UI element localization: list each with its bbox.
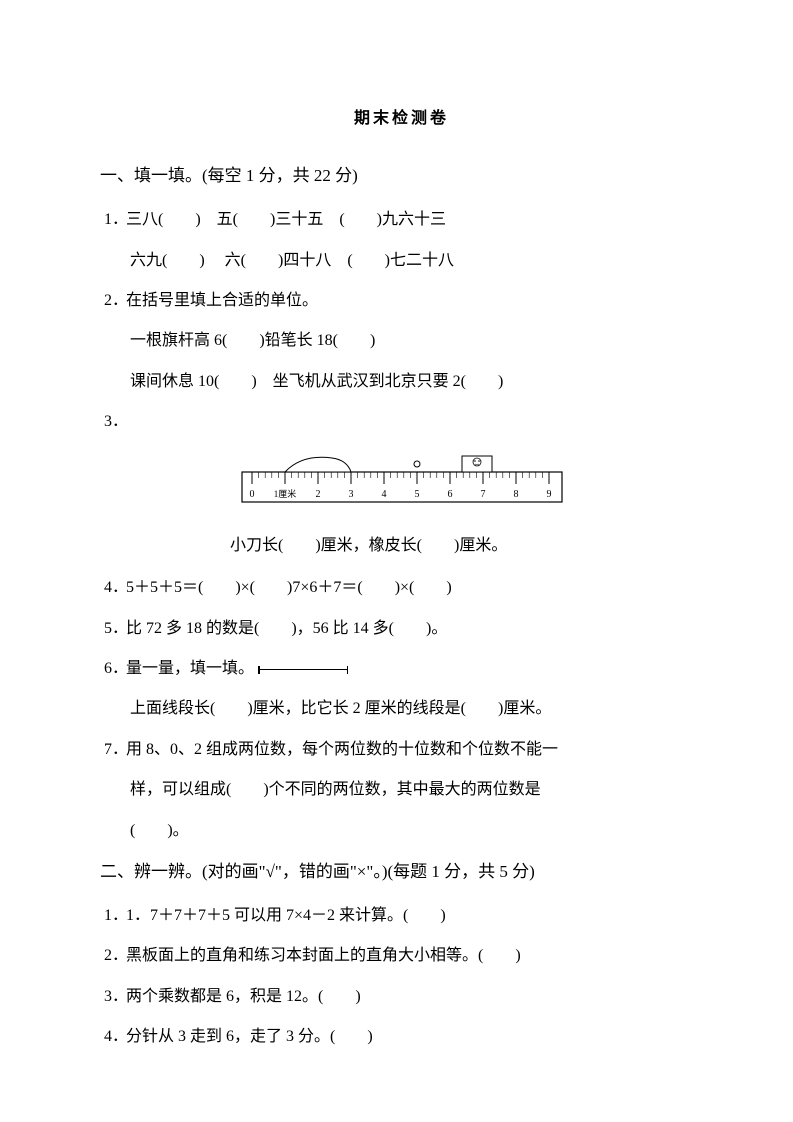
q3: 3．	[100, 403, 703, 441]
page-title: 期末检测卷	[100, 100, 703, 138]
q7-text1: 用 8、0、2 组成两位数，每个两位数的十位数和个位数不能一	[126, 741, 558, 758]
s2q3: 3．两个乘数都是 6，积是 12。( )	[100, 978, 703, 1016]
svg-text:7: 7	[480, 489, 485, 500]
svg-text:8: 8	[513, 489, 518, 500]
q2-line2: 课间休息 10( ) 坐飞机从武汉到北京只要 2( )	[100, 363, 703, 401]
q1-num: 1．	[104, 201, 126, 239]
q5-text: 比 72 多 18 的数是( )，56 比 14 多( )。	[126, 620, 447, 637]
q2-intro: 2．在括号里填上合适的单位。	[100, 282, 703, 320]
s2q4-text: 分针从 3 走到 6，走了 3 分。( )	[126, 1028, 373, 1045]
s2q4-num: 4．	[104, 1018, 126, 1056]
q6-intro: 6．量一量，填一填。	[100, 650, 703, 688]
q7-num: 7．	[104, 731, 126, 769]
svg-text:2: 2	[315, 489, 320, 500]
q3-caption: 小刀长( )厘米，橡皮长( )厘米。	[100, 527, 703, 565]
q4-num: 4．	[104, 569, 126, 607]
svg-text:6: 6	[447, 489, 452, 500]
q3-num: 3．	[104, 403, 126, 441]
q1-line1: 1．三八( ) 五( )三十五 ( )九六十三	[100, 201, 703, 239]
svg-text:5: 5	[414, 489, 419, 500]
q2-num: 2．	[104, 282, 126, 320]
svg-text:0: 0	[249, 489, 254, 500]
q6-introtext: 量一量，填一填。	[126, 660, 254, 677]
q7-line3: ( )。	[100, 812, 703, 850]
section1-heading: 一、填一填。(每空 1 分，共 22 分)	[100, 156, 703, 197]
s2q1: 1．1．7＋7＋7＋5 可以用 7×4－2 来计算。( )	[100, 897, 703, 935]
s2q4: 4．分针从 3 走到 6，走了 3 分。( )	[100, 1018, 703, 1056]
line-segment-icon	[258, 669, 348, 670]
q4: 4．5＋5＋5＝( )×( )7×6＋7＝( )×( )	[100, 569, 703, 607]
q5-num: 5．	[104, 610, 126, 648]
q4-text: 5＋5＋5＝( )×( )7×6＋7＝( )×( )	[126, 579, 452, 596]
s2q2-num: 2．	[104, 937, 126, 975]
s2q1-num: 1．	[104, 897, 126, 935]
section2-heading: 二、辨一辨。(对的画"√"，错的画"×"。)(每题 1 分，共 5 分)	[100, 852, 703, 893]
q5: 5．比 72 多 18 的数是( )，56 比 14 多( )。	[100, 610, 703, 648]
s2q1-text: 1．7＋7＋7＋5 可以用 7×4－2 来计算。( )	[126, 907, 446, 924]
q6-num: 6．	[104, 650, 126, 688]
s2q2: 2．黑板面上的直角和练习本封面上的直角大小相等。( )	[100, 937, 703, 975]
s2q2-text: 黑板面上的直角和练习本封面上的直角大小相等。( )	[126, 947, 521, 964]
q2-line1: 一根旗杆高 6( )铅笔长 18( )	[100, 322, 703, 360]
q2-introtext: 在括号里填上合适的单位。	[126, 292, 318, 309]
q1-text1: 三八( ) 五( )三十五 ( )九六十三	[126, 211, 446, 228]
svg-text:4: 4	[381, 489, 386, 500]
s2q3-num: 3．	[104, 978, 126, 1016]
ruler-figure: 0 1厘米 2 3 4 5 6 7 8 9	[100, 452, 703, 523]
ruler-svg: 0 1厘米 2 3 4 5 6 7 8 9	[232, 452, 572, 508]
q1-line2: 六九( ) 六( )四十八 ( )七二十八	[100, 242, 703, 280]
q7-line1: 7．用 8、0、2 组成两位数，每个两位数的十位数和个位数不能一	[100, 731, 703, 769]
svg-text:1厘米: 1厘米	[273, 488, 296, 499]
svg-text:9: 9	[546, 489, 551, 500]
q7-line2: 样，可以组成( )个不同的两位数，其中最大的两位数是	[100, 771, 703, 809]
s2q3-text: 两个乘数都是 6，积是 12。( )	[126, 988, 361, 1005]
q6-line2: 上面线段长( )厘米，比它长 2 厘米的线段是( )厘米。	[100, 690, 703, 728]
svg-text:3: 3	[348, 489, 353, 500]
